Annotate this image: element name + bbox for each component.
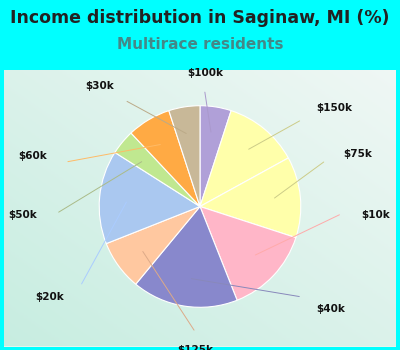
Text: $40k: $40k: [316, 304, 345, 314]
Text: Multirace residents: Multirace residents: [117, 37, 283, 52]
Wedge shape: [200, 111, 288, 206]
Text: $100k: $100k: [187, 69, 223, 78]
Text: $60k: $60k: [18, 151, 47, 161]
Text: $20k: $20k: [35, 292, 64, 302]
Wedge shape: [200, 106, 231, 206]
Wedge shape: [136, 206, 237, 307]
Text: $30k: $30k: [86, 80, 114, 91]
Wedge shape: [131, 111, 200, 206]
Wedge shape: [200, 158, 301, 238]
Wedge shape: [106, 206, 200, 284]
Wedge shape: [200, 206, 296, 300]
Text: $50k: $50k: [8, 210, 37, 219]
Text: Income distribution in Saginaw, MI (%): Income distribution in Saginaw, MI (%): [10, 9, 390, 27]
Text: © City-Data.com: © City-Data.com: [270, 70, 346, 79]
Text: $125k: $125k: [177, 345, 213, 350]
Wedge shape: [169, 106, 200, 206]
Wedge shape: [99, 153, 200, 244]
Text: $150k: $150k: [316, 103, 352, 113]
Bar: [4, 70, 396, 346]
Text: $75k: $75k: [343, 149, 372, 159]
Wedge shape: [115, 133, 200, 206]
Text: $10k: $10k: [361, 210, 390, 219]
